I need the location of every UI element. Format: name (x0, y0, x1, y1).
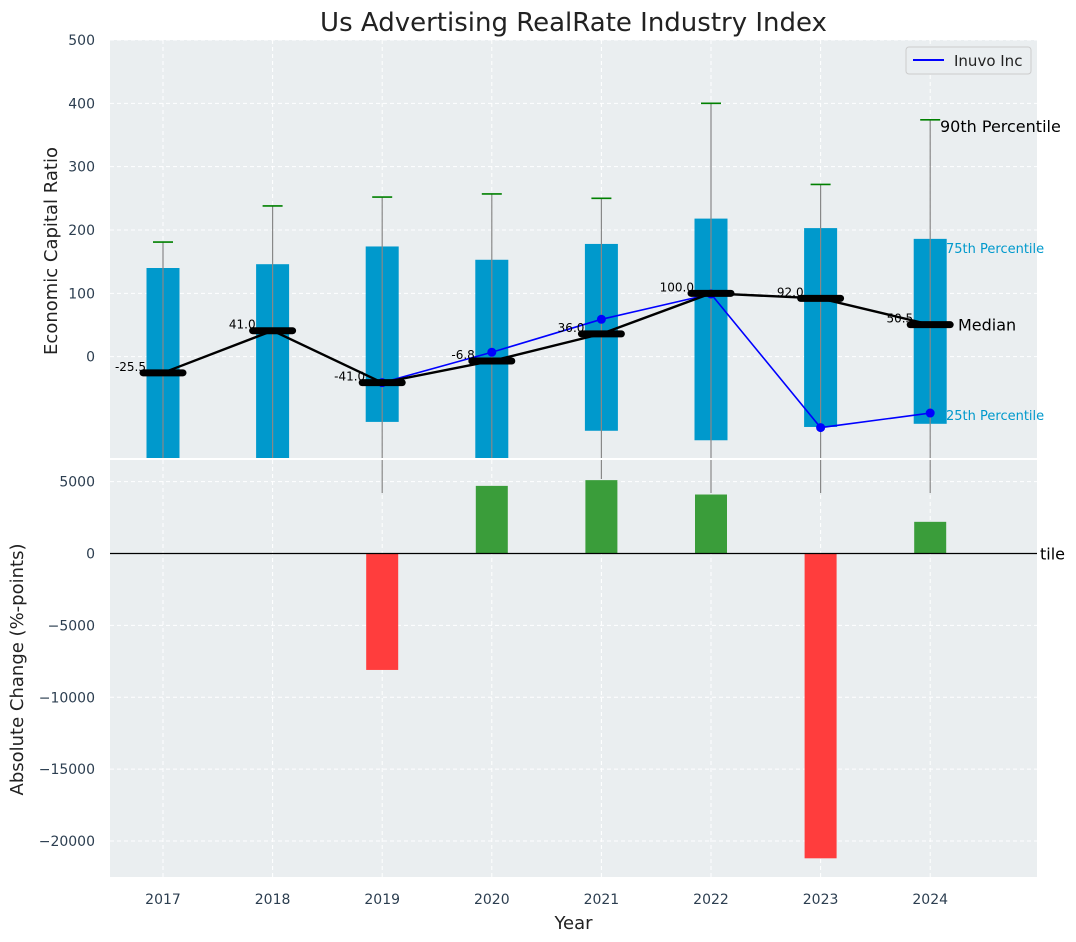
median-value-label: 50.5 (886, 312, 913, 326)
x-tick-label: 2017 (145, 892, 181, 908)
bottom-y-tick-label: −5000 (48, 618, 95, 634)
top-panel-background (110, 40, 1037, 458)
top-y-tick-label: 300 (68, 160, 95, 176)
series-point-inuvo (487, 347, 497, 357)
x-tick-label: 2020 (474, 892, 510, 908)
median-value-label: -25.5 (115, 360, 146, 374)
change-bar (366, 553, 399, 670)
series-point-inuvo (596, 314, 606, 324)
top-y-axis-label: Economic Capital Ratio (41, 147, 62, 355)
median-value-label: 100.0 (660, 280, 694, 294)
chart-title: Us Advertising RealRate Industry Index (320, 8, 827, 38)
bottom-panel-background (110, 460, 1037, 877)
x-tick-label: 2018 (255, 892, 291, 908)
series-point-inuvo (925, 408, 935, 418)
median-value-label: 92.0 (777, 285, 804, 299)
annotation-clipped-label: tile (1040, 544, 1065, 563)
bottom-panel: tile −20000 −15000 −10000 −5000 0 5000 2017 2018… (39, 460, 1065, 908)
top-panel: -25.5 41.0 -41.0 -6.8 36.0 100.0 92.0 50.5 90th … (68, 33, 1061, 458)
bottom-y-tick-label: −20000 (39, 834, 95, 850)
bottom-y-tick-label: −15000 (39, 762, 95, 778)
bottom-y-tick-label: 0 (86, 546, 95, 562)
top-y-tick-label: 500 (68, 33, 95, 49)
median-value-label: 36.0 (558, 321, 585, 335)
annotation-75th-percentile: 75th Percentile (946, 242, 1044, 257)
series-point-inuvo (816, 423, 826, 433)
x-tick-label: 2023 (803, 892, 839, 908)
annotation-median: Median (958, 316, 1016, 335)
change-bar (475, 485, 508, 554)
top-plot-area (139, 102, 954, 458)
top-y-tick-label: 0 (86, 350, 95, 366)
top-y-tick-label: 100 (68, 286, 95, 302)
change-bar (585, 480, 618, 554)
x-axis-label: Year (553, 913, 593, 934)
series-line-inuvo (381, 293, 931, 429)
x-tick-label: 2021 (584, 892, 620, 908)
bottom-y-tick-label: 5000 (59, 475, 95, 491)
median-value-label: 41.0 (229, 318, 256, 332)
x-tick-label: 2019 (364, 892, 400, 908)
change-bar (695, 494, 727, 554)
top-y-tick-label: 400 (68, 96, 95, 112)
legend: Inuvo Inc (905, 46, 1032, 75)
x-tick-label: 2024 (912, 892, 948, 908)
annotation-90th-percentile: 90th Percentile (940, 117, 1061, 136)
top-y-tick-label: 200 (68, 223, 95, 239)
bottom-y-tick-label: −10000 (39, 690, 95, 706)
annotation-25th-percentile: 25th Percentile (946, 409, 1044, 424)
change-bar (804, 553, 837, 859)
change-bar (914, 521, 947, 554)
legend-label-inuvo: Inuvo Inc (954, 52, 1022, 70)
x-tick-label: 2022 (693, 892, 729, 908)
legend-box (905, 46, 1032, 75)
median-value-label: -6.8 (451, 348, 474, 362)
bottom-y-axis-label: Absolute Change (%-points) (7, 544, 28, 796)
median-value-label: -41.0 (334, 370, 365, 384)
